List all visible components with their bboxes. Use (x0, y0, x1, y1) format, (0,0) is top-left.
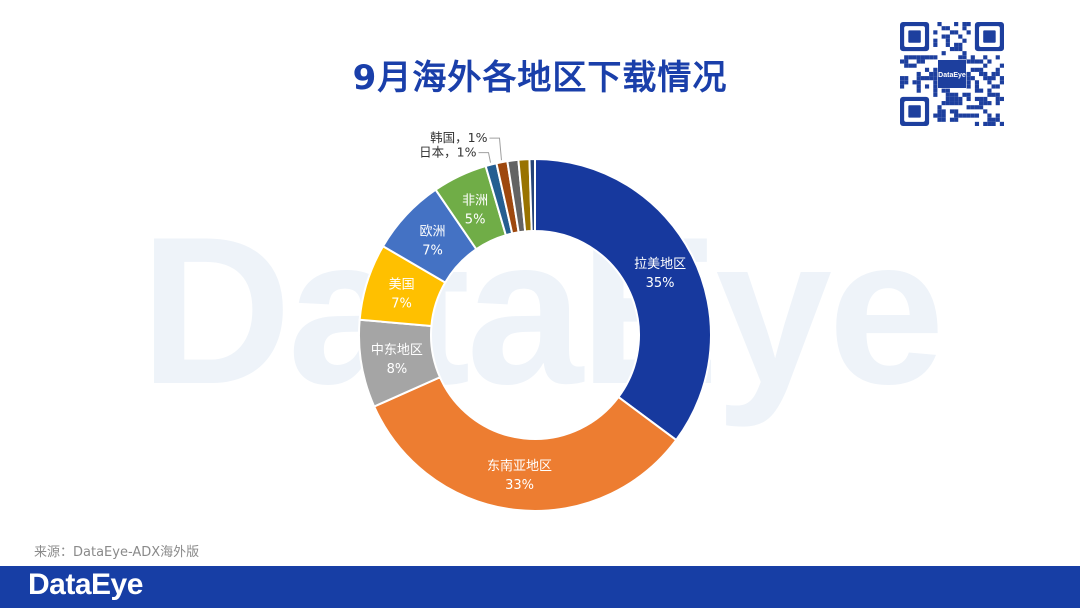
slice-label: 欧洲 7% (420, 225, 446, 259)
footer-bar: DataEye (0, 566, 1080, 608)
data-labels: 拉美地区 35% 东南亚地区 33% 中东地区 8% 美国 7%欧洲 7% 非洲 5% 日本，1%韩国… (371, 130, 686, 493)
chart-title: 9月海外各地区下载情况 (352, 58, 728, 98)
slice-label: 拉美地区 35% (634, 257, 686, 291)
footer-logo: DataEye (28, 568, 143, 601)
slice-label: 东南亚地区 33% (487, 458, 552, 493)
leader-line (489, 137, 502, 161)
slices (358, 157, 712, 512)
slice-label-outside: 日本，1% (419, 145, 476, 160)
qr-code: DataEye (900, 22, 1004, 126)
donut-slice (534, 157, 712, 442)
source-note: 来源：DataEye-ADX海外版 (34, 545, 200, 560)
slice-label-outside: 韩国，1% (430, 130, 487, 145)
leader-line (478, 152, 492, 163)
svg-text:DataEye: DataEye (938, 72, 966, 79)
slice-label: 中东地区 8% (371, 343, 423, 377)
donut-slice (372, 375, 678, 512)
slice-label: 美国 7% (389, 278, 415, 312)
slice-label: 非洲 5% (462, 193, 488, 227)
donut-slice (528, 157, 536, 233)
donut-chart: 拉美地区 35% 东南亚地区 33% 中东地区 8% 美国 7%欧洲 7% 非洲 5% 日本，1%韩国… (358, 130, 712, 512)
